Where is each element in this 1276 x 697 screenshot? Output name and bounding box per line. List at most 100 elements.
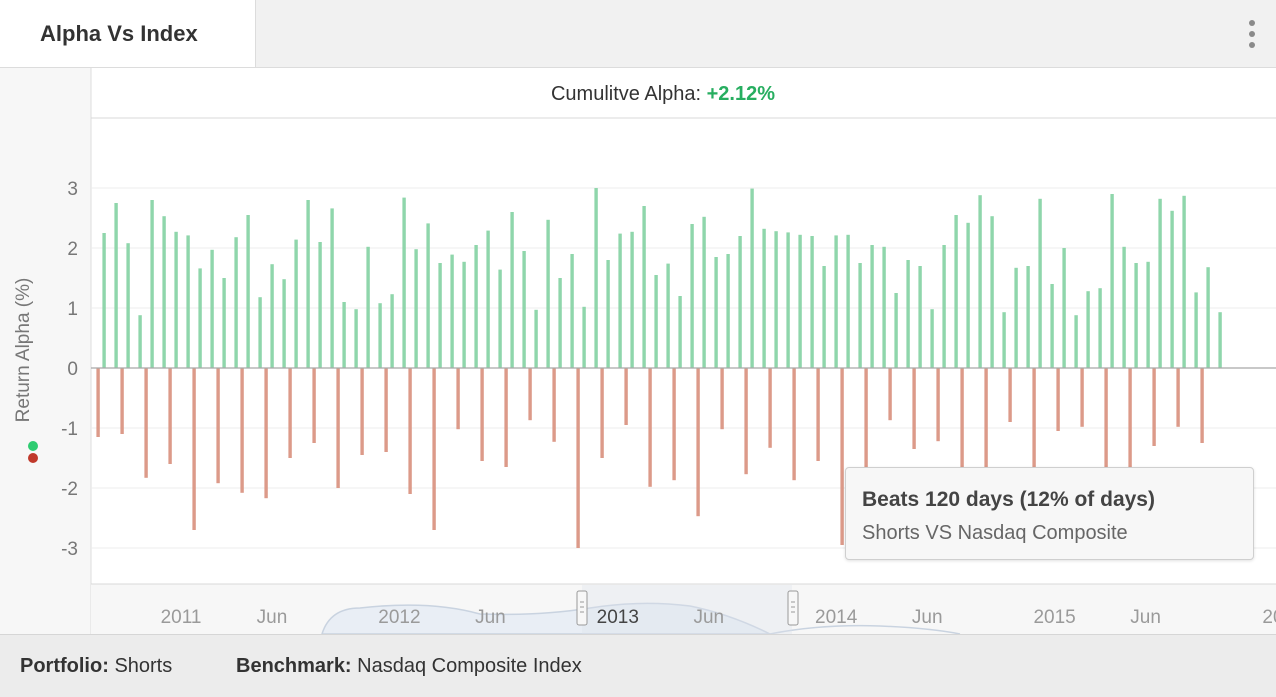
x-tick-label: 2012 — [378, 607, 420, 628]
bar-negative — [1200, 368, 1204, 443]
bar-positive — [930, 309, 934, 368]
bar-positive — [762, 228, 766, 368]
bar-positive — [246, 215, 250, 368]
bar-negative — [696, 368, 700, 517]
bar-positive — [546, 219, 550, 368]
bar-negative — [1032, 368, 1036, 470]
bar-positive — [1182, 195, 1186, 368]
y-tick-label: 3 — [67, 179, 78, 200]
bar-positive — [1002, 312, 1006, 368]
bar-negative — [456, 368, 460, 430]
bar-positive — [894, 293, 898, 368]
cumulative-alpha-value: +2.12% — [707, 83, 776, 105]
y-tick-label: 1 — [67, 299, 78, 320]
y-tick-label: 0 — [67, 359, 78, 380]
bar-positive — [558, 278, 562, 368]
bar-negative — [264, 368, 268, 499]
legend-dot-negative — [28, 453, 38, 463]
bar-positive — [450, 254, 454, 368]
bar-negative — [1080, 368, 1084, 427]
bar-positive — [690, 224, 694, 368]
navigator-series-area — [321, 602, 771, 634]
bar-positive — [438, 263, 442, 368]
bar-positive — [366, 246, 370, 368]
bar-negative — [96, 368, 100, 437]
footer: Portfolio: Shorts Benchmark: Nasdaq Comp… — [0, 634, 1276, 697]
bar-positive — [570, 254, 574, 368]
bar-positive — [174, 231, 178, 368]
bar-positive — [1218, 312, 1222, 368]
x-tick-label: Jun — [1130, 607, 1161, 628]
bar-negative — [888, 368, 892, 421]
cumulative-alpha-label: Cumulitve Alpha: +2.12% — [551, 83, 775, 105]
y-tick-label: -2 — [61, 479, 78, 500]
portfolio-value: Shorts — [114, 655, 173, 677]
bar-positive — [474, 245, 478, 368]
bar-positive — [714, 257, 718, 368]
bar-positive — [1098, 288, 1102, 368]
bar-negative — [384, 368, 388, 452]
bar-positive — [918, 266, 922, 368]
y-axis-label: Return Alpha (%) — [13, 277, 34, 423]
bar-positive — [1122, 246, 1126, 368]
more-options-icon[interactable] — [1243, 18, 1261, 50]
bar-negative — [792, 368, 796, 481]
bar-negative — [288, 368, 292, 458]
bar-positive — [498, 269, 502, 368]
bar-negative — [1128, 368, 1132, 467]
tab-alpha-vs-index[interactable]: Alpha Vs Index — [0, 0, 256, 67]
bar-positive — [294, 239, 298, 368]
bar-positive — [678, 296, 682, 368]
bar-positive — [378, 303, 382, 368]
bar-positive — [1026, 266, 1030, 368]
benchmark-label: Benchmark: — [236, 655, 352, 677]
bar-negative — [576, 368, 580, 548]
bar-negative — [912, 368, 916, 449]
chart-tooltip: Beats 120 days (12% of days) Shorts VS N… — [845, 467, 1254, 560]
bar-positive — [1038, 198, 1042, 368]
bar-positive — [738, 236, 742, 368]
bar-negative — [1152, 368, 1156, 446]
bar-negative — [672, 368, 676, 481]
y-axis-title: Return Alpha (%) — [13, 278, 35, 423]
bar-positive — [1194, 292, 1198, 368]
bar-positive — [858, 263, 862, 368]
x-tick-label: 20 — [1262, 607, 1276, 628]
bar-positive — [510, 212, 514, 368]
bar-positive — [354, 309, 358, 368]
bar-positive — [1086, 291, 1090, 368]
bar-negative — [768, 368, 772, 448]
bar-positive — [1014, 267, 1018, 368]
bar-positive — [522, 251, 526, 368]
navigator-handle-left[interactable] — [576, 590, 588, 626]
bar-negative — [120, 368, 124, 434]
bar-positive — [306, 200, 310, 368]
benchmark-info: Benchmark: Nasdaq Composite Index — [236, 655, 582, 678]
bar-negative — [720, 368, 724, 430]
bar-positive — [258, 297, 262, 368]
bar-positive — [594, 188, 598, 368]
y-tick-label: -1 — [61, 419, 78, 440]
bar-positive — [786, 232, 790, 368]
tooltip-subtitle: Shorts VS Nasdaq Composite — [862, 522, 1128, 544]
bar-positive — [318, 242, 322, 368]
bar-positive — [882, 246, 886, 368]
y-tick-label: -3 — [61, 539, 78, 560]
bar-positive — [126, 243, 130, 368]
bar-negative — [984, 368, 988, 532]
bar-negative — [360, 368, 364, 455]
x-tick-label: Jun — [257, 607, 288, 628]
bar-positive — [162, 216, 166, 368]
bar-negative — [1008, 368, 1012, 422]
bar-positive — [402, 197, 406, 368]
bar-negative — [408, 368, 412, 494]
bar-positive — [342, 302, 346, 368]
bar-negative — [624, 368, 628, 425]
bar-positive — [534, 309, 538, 368]
bar-positive — [774, 231, 778, 368]
navigator-handle-right[interactable] — [787, 590, 799, 626]
legend-dot-positive — [28, 441, 38, 451]
bar-positive — [1158, 198, 1162, 368]
bar-negative — [144, 368, 148, 478]
bar-positive — [750, 188, 754, 368]
